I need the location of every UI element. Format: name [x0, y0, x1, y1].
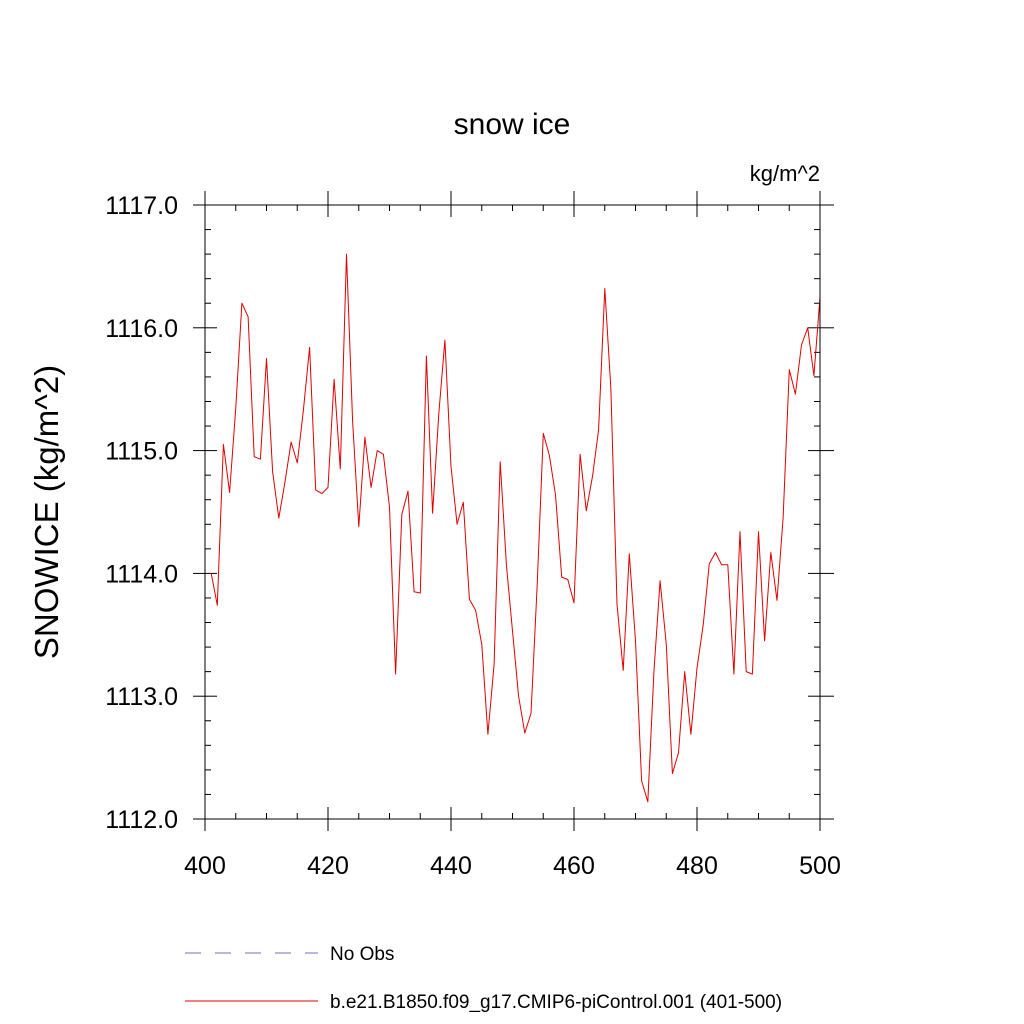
x-tick-label: 440: [430, 852, 472, 880]
legend: No Obs b.e21.B1850.f09_g17.CMIP6-piContr…: [185, 944, 782, 1013]
x-tick-labels: 400 420 440 460 480 500: [184, 852, 841, 880]
x-tick-label: 500: [799, 852, 841, 880]
y-tick-label: 1116.0: [105, 315, 178, 343]
y-tick-labels: 1112.0 1113.0 1114.0 1115.0 1116.0 1117.0: [105, 192, 178, 834]
series-line-0: [210, 253, 821, 803]
x-tick-label: 420: [307, 852, 349, 880]
x-tick-label: 400: [184, 852, 226, 880]
x-tick-label: 480: [676, 852, 718, 880]
y-tick-label: 1112.0: [105, 806, 178, 834]
y-tick-label: 1114.0: [105, 560, 178, 588]
units-label: kg/m^2: [750, 161, 820, 186]
legend-label-model: b.e21.B1850.f09_g17.CMIP6-piControl.001 …: [330, 992, 782, 1013]
axis-ticks: [193, 191, 834, 831]
chart-title: snow ice: [454, 108, 571, 141]
legend-label-no-obs: No Obs: [330, 944, 394, 965]
plot-frame: [204, 204, 821, 820]
y-tick-label: 1115.0: [105, 438, 178, 466]
series-layer: [210, 253, 821, 803]
y-axis-label: SNOWICE (kg/m^2): [28, 365, 65, 659]
x-tick-label: 460: [553, 852, 595, 880]
y-tick-label: 1113.0: [105, 683, 178, 711]
y-tick-label: 1117.0: [105, 192, 178, 220]
